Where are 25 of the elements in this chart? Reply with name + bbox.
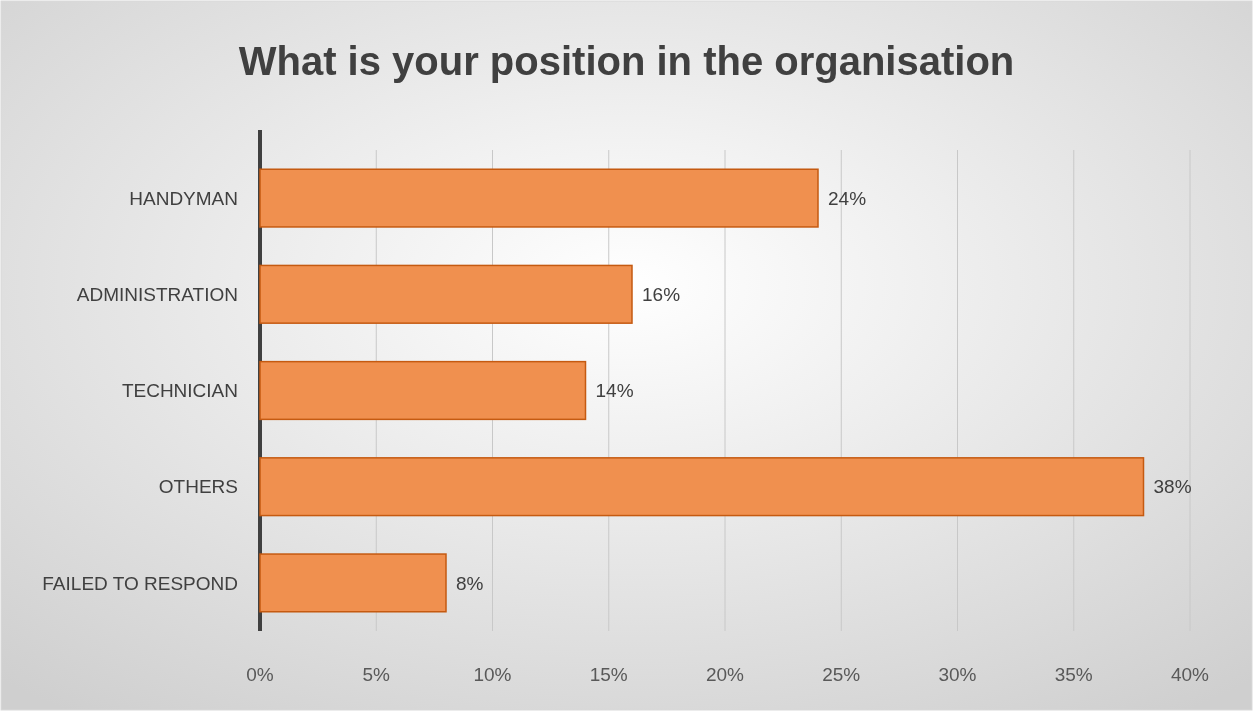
data-label: 16% <box>642 283 681 305</box>
data-label: 24% <box>828 187 867 209</box>
y-tick-label: ADMINISTRATION <box>76 283 238 305</box>
x-tick-label: 10% <box>473 664 512 685</box>
x-tick-label: 25% <box>822 664 861 685</box>
y-tick-label: HANDYMAN <box>129 187 238 209</box>
data-label: 8% <box>456 572 484 594</box>
x-tick-label: 15% <box>589 664 628 685</box>
bar <box>259 168 819 228</box>
y-tick-label: TECHNICIAN <box>121 380 238 402</box>
bar <box>259 360 587 421</box>
bar <box>259 553 447 613</box>
y-tick-label: OTHERS <box>158 476 238 498</box>
data-label: 38% <box>1153 476 1192 498</box>
x-tick-label: 20% <box>705 664 745 685</box>
data-label: 14% <box>595 380 634 402</box>
x-tick-label: 40% <box>1170 664 1210 685</box>
x-tick-label: 30% <box>938 664 977 685</box>
y-tick-label: FAILED TO RESPOND <box>42 572 238 594</box>
x-tick-label: 5% <box>362 664 391 685</box>
bar <box>259 457 1145 517</box>
bar <box>259 264 633 324</box>
x-tick-label: 0% <box>246 664 274 685</box>
x-tick-label: 35% <box>1054 664 1093 685</box>
chart-title: What is your position in the organisation <box>238 39 1015 83</box>
